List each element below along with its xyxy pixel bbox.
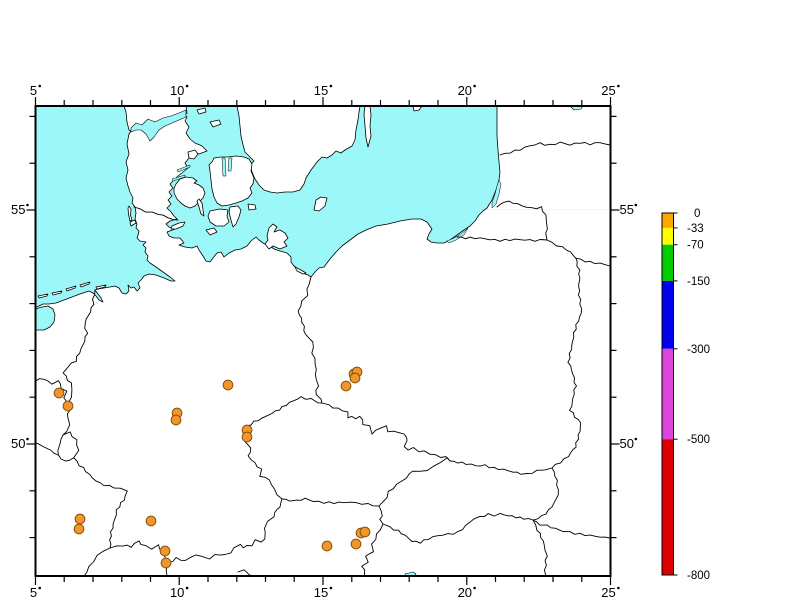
svg-text:-500: -500 <box>687 434 710 446</box>
svg-text:10: 10 <box>170 585 184 600</box>
svg-text:5: 5 <box>30 585 37 600</box>
svg-text:50: 50 <box>620 436 634 451</box>
svg-text:-800: -800 <box>687 570 710 582</box>
svg-text:25: 25 <box>601 585 615 600</box>
svg-text:0: 0 <box>694 208 700 220</box>
svg-text:5: 5 <box>30 83 37 98</box>
svg-text:-70: -70 <box>687 240 704 252</box>
svg-text:55: 55 <box>11 202 25 217</box>
svg-text:15: 15 <box>314 83 328 98</box>
svg-text:25: 25 <box>601 83 615 98</box>
svg-text:-150: -150 <box>687 276 710 288</box>
svg-text:20: 20 <box>458 83 472 98</box>
svg-text:55: 55 <box>620 202 634 217</box>
svg-text:50: 50 <box>11 436 25 451</box>
svg-text:10: 10 <box>170 83 184 98</box>
svg-text:-33: -33 <box>687 223 704 235</box>
svg-text:20: 20 <box>458 585 472 600</box>
svg-text:-300: -300 <box>687 344 710 356</box>
svg-text:15: 15 <box>314 585 328 600</box>
